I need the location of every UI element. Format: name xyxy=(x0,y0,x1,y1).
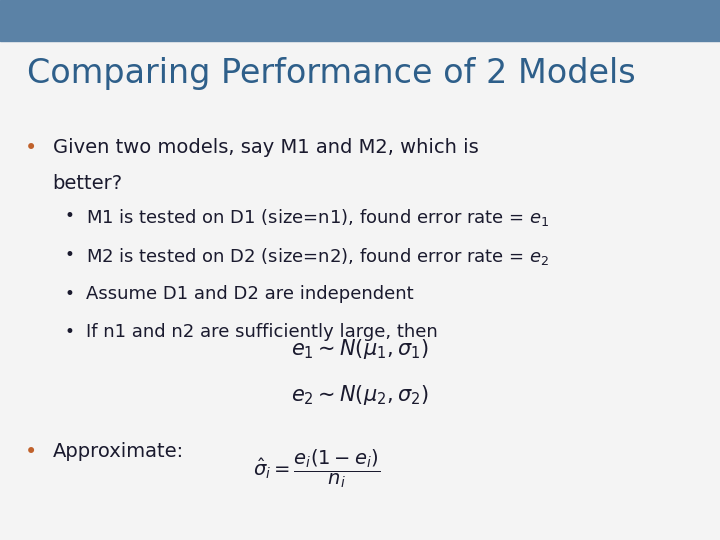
Text: •: • xyxy=(25,442,37,462)
Text: $e_2 \sim N(\mu_2, \sigma_2)$: $e_2 \sim N(\mu_2, \sigma_2)$ xyxy=(292,383,428,407)
Text: Given two models, say M1 and M2, which is: Given two models, say M1 and M2, which i… xyxy=(53,138,478,157)
Text: better?: better? xyxy=(53,174,122,193)
Text: Approximate:: Approximate: xyxy=(53,442,184,461)
Text: •: • xyxy=(65,323,75,341)
Text: •: • xyxy=(25,138,37,158)
Text: Assume D1 and D2 are independent: Assume D1 and D2 are independent xyxy=(86,285,414,302)
Text: •: • xyxy=(65,207,75,225)
Text: •: • xyxy=(65,285,75,302)
Bar xyxy=(0,0,720,40)
Text: •: • xyxy=(65,246,75,264)
Text: If n1 and n2 are sufficiently large, then: If n1 and n2 are sufficiently large, the… xyxy=(86,323,438,341)
Text: M1 is tested on D1 (size=n1), found error rate = $e_1$: M1 is tested on D1 (size=n1), found erro… xyxy=(86,207,550,228)
Text: $\hat{\sigma}_i = \dfrac{e_i(1-e_i)}{n_i}$: $\hat{\sigma}_i = \dfrac{e_i(1-e_i)}{n_i… xyxy=(253,448,380,490)
Text: M2 is tested on D2 (size=n2), found error rate = $e_2$: M2 is tested on D2 (size=n2), found erro… xyxy=(86,246,550,267)
Text: Comparing Performance of 2 Models: Comparing Performance of 2 Models xyxy=(27,57,636,90)
Text: $e_1 \sim N(\mu_1, \sigma_1)$: $e_1 \sim N(\mu_1, \sigma_1)$ xyxy=(292,337,428,361)
